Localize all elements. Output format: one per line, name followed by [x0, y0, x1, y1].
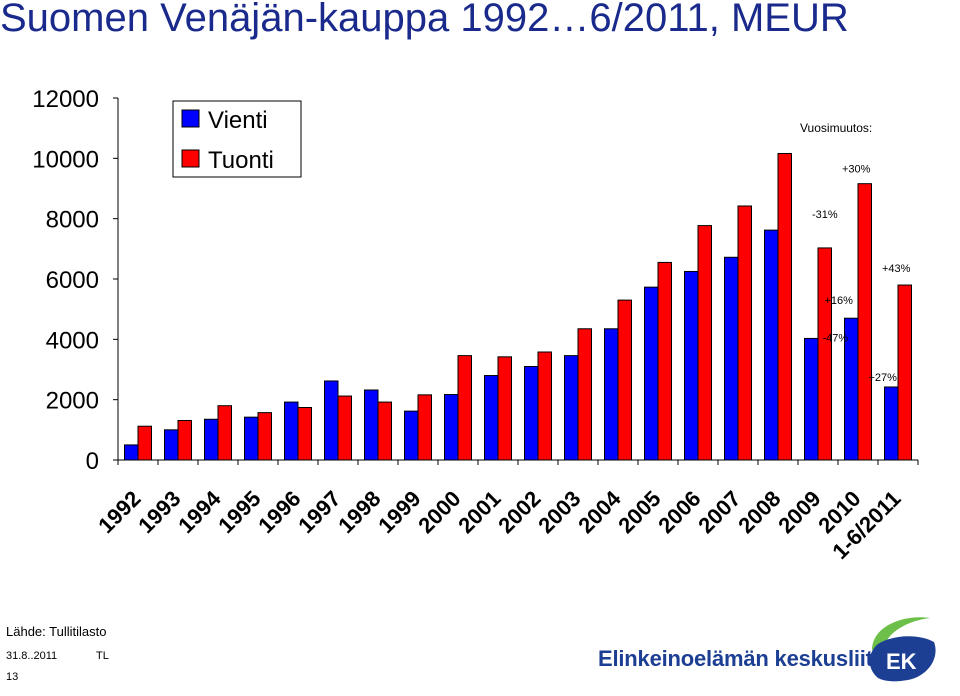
bar-tuonti	[497, 356, 512, 461]
bar-tuonti	[457, 355, 472, 461]
legend-swatch-vienti	[181, 109, 200, 128]
x-tick-label: 1997	[293, 486, 345, 538]
legend-label: Vienti	[208, 107, 268, 134]
date-label: 31.8..2011	[6, 650, 58, 662]
x-tick-label: 2004	[573, 485, 626, 538]
bar-vienti	[724, 256, 739, 461]
source-note: Lähde: Tullitilasto	[6, 624, 107, 639]
y-tick-label: 8000	[46, 207, 99, 234]
bar-vienti	[804, 337, 819, 461]
x-tick-label: 2008	[733, 486, 785, 538]
x-tick-label: 1999	[373, 486, 425, 538]
bar-tuonti	[377, 401, 392, 461]
bar-vienti	[284, 401, 299, 461]
bar-tuonti	[137, 425, 152, 461]
x-tick-label: 2000	[413, 486, 465, 538]
x-tick-label: 2007	[693, 486, 745, 538]
bar-tuonti	[777, 153, 792, 461]
x-tick-label: 1995	[213, 486, 265, 538]
bar-vienti	[164, 429, 179, 461]
bar-vienti	[884, 386, 899, 461]
ek-logo-icon: EK	[869, 617, 936, 682]
bar-tuonti	[217, 405, 232, 461]
bar-vienti	[324, 380, 339, 461]
x-tick-label: 2005	[613, 486, 665, 538]
x-tick-label: 2001	[453, 486, 505, 538]
legend-swatch-tuonti	[181, 149, 200, 168]
bar-tuonti	[577, 328, 592, 461]
y-tick-label: 0	[86, 448, 99, 475]
bar-tuonti	[857, 183, 872, 461]
x-tick-label: 1996	[253, 486, 305, 538]
bar-vienti	[404, 410, 419, 461]
y-tick-label: 2000	[46, 388, 99, 415]
y-tick-label: 12000	[32, 86, 99, 113]
annotation-label: +30%	[842, 164, 871, 176]
bar-vienti	[124, 444, 139, 461]
x-tick-label: 1994	[173, 485, 226, 538]
bar-vienti	[484, 375, 499, 461]
bar-vienti	[244, 416, 259, 461]
logo-text: Elinkeinoelämän keskusliitto	[598, 646, 894, 671]
x-tick-label: 2002	[493, 486, 545, 538]
y-tick-label: 6000	[46, 267, 99, 294]
y-tick-label: 10000	[32, 146, 99, 173]
bar-chart: 0200040006000800010000120001992199319941…	[32, 86, 919, 564]
page-title: Suomen Venäjän-kauppa 1992…6/2011, MEUR	[0, 0, 849, 40]
bar-tuonti	[177, 419, 192, 461]
bar-vienti	[444, 394, 459, 461]
annotation-label: +27%	[869, 372, 898, 384]
x-tick-label: 2006	[653, 486, 705, 538]
annotation-label: -31%	[812, 209, 838, 221]
bar-vienti	[564, 355, 579, 461]
x-tick-label: 1998	[333, 486, 385, 538]
bar-tuonti	[417, 394, 432, 461]
x-tick-label: 2009	[773, 486, 825, 538]
bar-tuonti	[817, 247, 832, 461]
x-tick-label: 1993	[133, 486, 185, 538]
bar-tuonti	[697, 225, 712, 461]
annotation-label: -47%	[823, 332, 849, 344]
bar-vienti	[604, 328, 619, 461]
bar-vienti	[364, 389, 379, 461]
bar-vienti	[644, 286, 659, 461]
bar-vienti	[764, 229, 779, 461]
annotation-label: +16%	[825, 295, 854, 307]
bar-tuonti	[897, 284, 912, 461]
bar-vienti	[684, 270, 699, 461]
x-tick-label: 1992	[93, 486, 145, 538]
bar-tuonti	[537, 351, 552, 461]
bar-tuonti	[297, 407, 312, 461]
bar-tuonti	[657, 261, 672, 461]
annotation-title: Vuosimuutos:	[800, 121, 872, 135]
bar-tuonti	[337, 395, 352, 461]
slide-number: 13	[6, 671, 19, 683]
bar-vienti	[204, 418, 219, 461]
y-tick-label: 4000	[46, 327, 99, 354]
ek-logo-mark-text: EK	[886, 649, 917, 674]
bar-tuonti	[737, 205, 752, 461]
author-label: TL	[96, 650, 109, 662]
bar-tuonti	[257, 412, 272, 461]
legend-label: Tuonti	[208, 147, 274, 174]
bar-vienti	[524, 365, 539, 461]
annotation-label: +43%	[882, 263, 911, 275]
x-tick-label: 2003	[533, 486, 585, 538]
bar-tuonti	[617, 299, 632, 461]
